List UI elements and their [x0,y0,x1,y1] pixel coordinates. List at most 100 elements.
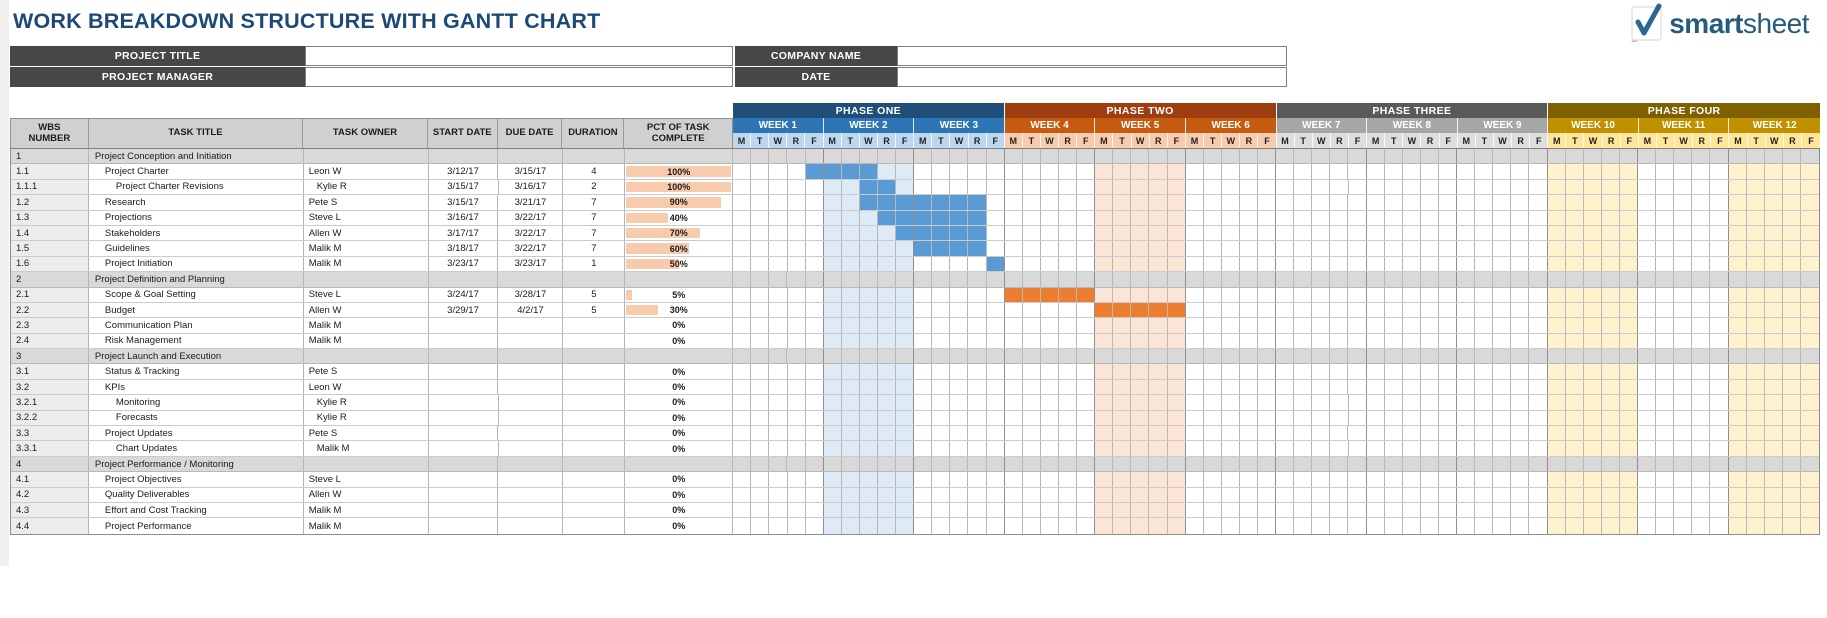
gantt-cell[interactable] [1222,287,1240,302]
gantt-cell[interactable] [1403,318,1421,333]
gantt-cell[interactable] [1005,164,1023,179]
gantt-cell[interactable] [1149,487,1168,502]
gantt-cell[interactable] [769,164,788,179]
gantt-cell[interactable] [1421,287,1439,302]
gantt-cell[interactable] [1077,426,1096,441]
gantt-cell[interactable] [1005,179,1023,195]
gantt-cell[interactable] [751,518,770,534]
task-title-cell[interactable]: Communication Plan [89,318,304,333]
gantt-cell[interactable] [1782,518,1801,534]
gantt-cell[interactable] [1276,395,1295,410]
pct-complete-cell[interactable]: 0% [625,502,734,518]
gantt-cell[interactable] [1185,349,1204,364]
gantt-cell[interactable] [1131,364,1150,379]
gantt-cell[interactable] [1041,179,1059,195]
gantt-cell[interactable] [1638,487,1657,502]
gantt-cell[interactable] [1312,179,1331,195]
gantt-cell[interactable] [1746,241,1765,256]
gantt-cell[interactable] [1077,210,1096,225]
gantt-cell[interactable] [1348,426,1367,441]
gantt-cell[interactable] [1131,502,1150,518]
gantt-cell[interactable] [1312,256,1331,272]
gantt-cell[interactable] [1204,379,1222,395]
gantt-cell[interactable] [1439,410,1458,426]
gantt-cell[interactable] [1619,179,1639,195]
gantt-cell[interactable] [1385,364,1403,379]
gantt-cell[interactable] [1312,287,1331,302]
gantt-bar-cell[interactable] [932,241,951,256]
gantt-cell[interactable] [1565,272,1584,287]
gantt-cell[interactable] [1764,379,1783,395]
gantt-cell[interactable] [1366,149,1385,164]
gantt-cell[interactable] [1348,272,1367,287]
gantt-cell[interactable] [1656,302,1675,318]
gantt-cell[interactable] [1493,349,1512,364]
gantt-cell[interactable] [1204,287,1222,302]
task-owner-cell[interactable]: Malik M [304,502,429,518]
gantt-cell[interactable] [1493,210,1512,225]
gantt-cell[interactable] [914,410,933,426]
gantt-cell[interactable] [950,287,969,302]
gantt-cell[interactable] [1692,302,1711,318]
gantt-cell[interactable] [1222,302,1240,318]
gantt-cell[interactable] [1511,302,1530,318]
gantt-bar-cell[interactable] [1040,287,1059,302]
gantt-cell[interactable] [1692,164,1711,179]
company-name-input[interactable] [897,46,1287,66]
gantt-cell[interactable] [1240,441,1259,456]
task-title-cell[interactable]: KPIs [89,379,304,395]
gantt-cell[interactable] [1547,287,1566,302]
gantt-cell[interactable] [914,502,933,518]
gantt-cell[interactable] [823,502,842,518]
gantt-cell[interactable] [823,225,842,241]
gantt-cell[interactable] [1385,302,1403,318]
gantt-cell[interactable] [1348,364,1367,379]
gantt-cell[interactable] [1439,210,1458,225]
gantt-cell[interactable] [1330,195,1349,210]
gantt-cell[interactable] [1059,318,1078,333]
gantt-cell[interactable] [1348,302,1367,318]
due-date-cell[interactable] [498,487,564,502]
gantt-cell[interactable] [1619,395,1639,410]
gantt-cell[interactable] [1638,225,1657,241]
pct-complete-cell[interactable]: 0% [625,441,734,456]
gantt-cell[interactable] [1746,441,1765,456]
gantt-cell[interactable] [1457,333,1476,349]
gantt-cell[interactable] [1312,456,1331,472]
gantt-cell[interactable] [877,518,897,534]
gantt-cell[interactable] [1222,241,1240,256]
gantt-cell[interactable] [1565,518,1584,534]
gantt-cell[interactable] [896,302,915,318]
gantt-cell[interactable] [788,333,806,349]
gantt-cell[interactable] [987,364,1005,379]
gantt-cell[interactable] [1619,349,1639,364]
duration-cell[interactable]: 5 [563,302,626,318]
gantt-cell[interactable] [1674,225,1693,241]
gantt-cell[interactable] [733,241,752,256]
gantt-cell[interactable] [1077,195,1096,210]
gantt-cell[interactable] [1131,456,1150,472]
gantt-bar-cell[interactable] [877,195,897,210]
gantt-cell[interactable] [1511,241,1530,256]
gantt-cell[interactable] [1330,149,1349,164]
gantt-cell[interactable] [1240,410,1259,426]
gantt-cell[interactable] [1746,502,1765,518]
gantt-cell[interactable] [914,272,933,287]
gantt-cell[interactable] [733,364,752,379]
gantt-cell[interactable] [1493,472,1512,487]
gantt-cell[interactable] [932,287,951,302]
gantt-cell[interactable] [1800,164,1819,179]
gantt-cell[interactable] [1276,302,1295,318]
gantt-cell[interactable] [1403,241,1421,256]
due-date-cell[interactable]: 3/15/17 [498,164,564,179]
start-date-cell[interactable]: 3/15/17 [429,195,499,210]
gantt-cell[interactable] [1656,210,1675,225]
gantt-cell[interactable] [1782,272,1801,287]
gantt-cell[interactable] [1457,441,1476,456]
wbs-cell[interactable]: 3.1 [11,364,89,379]
gantt-cell[interactable] [1385,318,1403,333]
gantt-cell[interactable] [733,195,752,210]
gantt-cell[interactable] [1674,287,1693,302]
gantt-cell[interactable] [1439,379,1458,395]
gantt-cell[interactable] [1222,195,1240,210]
